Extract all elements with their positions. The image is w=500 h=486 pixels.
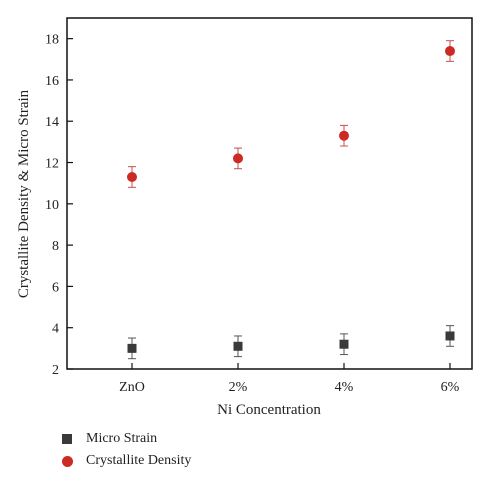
- y-axis-title: Crystallite Density & Micro Strain: [16, 89, 32, 298]
- y-tick-label: 2: [52, 363, 59, 378]
- square-marker-icon: [62, 434, 72, 444]
- legend-label: Micro Strain: [86, 431, 158, 446]
- y-tick-label: 6: [52, 280, 59, 295]
- plot-frame: [66, 17, 473, 370]
- crystallite-density-point: [445, 46, 455, 57]
- y-tick-label: 16: [45, 74, 59, 89]
- data-marks: [127, 40, 455, 360]
- crystallite-density-point: [339, 130, 349, 141]
- y-tick-label: 12: [45, 157, 59, 172]
- y-tick-label: 18: [45, 33, 59, 48]
- y-tick-label: 14: [45, 115, 59, 130]
- x-axis: ZnO 2% 4% 6%: [119, 363, 460, 395]
- circle-marker-icon: [62, 455, 73, 467]
- x-axis-title: Ni Concentration: [217, 402, 321, 418]
- micro-strain-point: [233, 341, 243, 351]
- x-tick-label: 4%: [335, 380, 354, 395]
- micro-strain-point: [445, 331, 455, 341]
- x-tick-label: 2%: [229, 380, 248, 395]
- crystallite-density-point: [233, 153, 243, 164]
- y-axis: 2 4 6 8 10 12 14 16 18: [45, 33, 73, 378]
- legend-item-crystallite-density: Crystallite Density: [62, 450, 191, 472]
- y-tick-label: 10: [45, 198, 59, 213]
- micro-strain-point: [127, 343, 137, 353]
- legend-label: Crystallite Density: [86, 453, 192, 468]
- y-tick-label: 8: [52, 239, 59, 254]
- y-tick-label: 4: [52, 322, 59, 337]
- legend: Micro Strain Crystallite Density: [62, 428, 191, 472]
- x-tick-label: 6%: [441, 380, 460, 395]
- x-tick-label: ZnO: [119, 380, 145, 395]
- micro-strain-point: [339, 339, 349, 349]
- legend-item-micro-strain: Micro Strain: [62, 428, 191, 450]
- crystallite-density-point: [127, 171, 137, 182]
